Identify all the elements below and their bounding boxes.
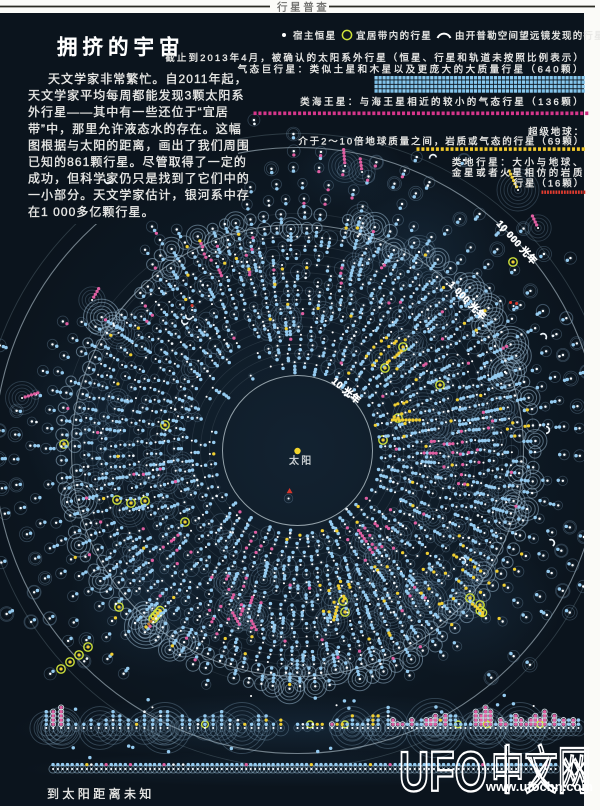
svg-text:UFO: UFO xyxy=(399,740,487,804)
svg-text:已知的861颗行星。尽管取得了一定的: 已知的861颗行星。尽管取得了一定的 xyxy=(28,154,247,169)
svg-text:由开普勒空间望远镜发现的行星: 由开普勒空间望远镜发现的行星 xyxy=(455,30,600,42)
svg-text:成功，但科学家仍只是找到了它们中的: 成功，但科学家仍只是找到了它们中的 xyxy=(28,171,250,186)
svg-text:介于2～10倍地球质量之间，岩质或气态的行星（69颗）: 介于2～10倍地球质量之间，岩质或气态的行星（69颗） xyxy=(298,136,585,148)
svg-text:带”中，那里允许液态水的存在。这幅: 带”中，那里允许液态水的存在。这幅 xyxy=(28,121,242,136)
svg-text:www.ufochn.com: www.ufochn.com xyxy=(485,779,593,794)
svg-text:天文学家非常繁忙。自2011年起，: 天文学家非常繁忙。自2011年起， xyxy=(48,71,248,86)
svg-text:金星或者火星相仿的岩质: 金星或者火星相仿的岩质 xyxy=(452,167,585,179)
svg-text:外行星——其中有一些还位于“宜居: 外行星——其中有一些还位于“宜居 xyxy=(28,104,229,119)
svg-text:在1 000多亿颗行星。: 在1 000多亿颗行星。 xyxy=(28,204,155,219)
svg-text:截止到2013年4月，被确认的太阳系外行星（恒星、行星和轨道: 截止到2013年4月，被确认的太阳系外行星（恒星、行星和轨道未按照比例表示） xyxy=(165,52,585,64)
svg-text:宿主恒星: 宿主恒星 xyxy=(293,30,337,42)
svg-text:一小部分。天文学家估计，银河系中存: 一小部分。天文学家估计，银河系中存 xyxy=(28,187,250,202)
svg-text:气态巨行星：类似土星和木星以及更庞大的大质量行星（640颗）: 气态巨行星：类似土星和木星以及更庞大的大质量行星（640颗） xyxy=(238,64,585,76)
svg-text:宜居带内的行星: 宜居带内的行星 xyxy=(356,30,432,42)
svg-text:到太阳距离未知: 到太阳距离未知 xyxy=(47,786,155,801)
svg-text:行星（16颗）: 行星（16颗） xyxy=(514,178,585,190)
svg-text:太阳: 太阳 xyxy=(289,454,313,467)
svg-text:类地行星：大小与地球、: 类地行星：大小与地球、 xyxy=(452,157,585,169)
svg-text:行星普查: 行星普查 xyxy=(277,1,329,14)
svg-text:类海王星：与海王星相近的较小的气态行星（136颗）: 类海王星：与海王星相近的较小的气态行星（136颗） xyxy=(300,96,585,108)
svg-text:图根据与太阳的距离，画出了我们周围: 图根据与太阳的距离，画出了我们周围 xyxy=(28,137,250,152)
svg-text:天文学家平均每周都能发现3颗太阳系: 天文学家平均每周都能发现3颗太阳系 xyxy=(28,88,245,103)
